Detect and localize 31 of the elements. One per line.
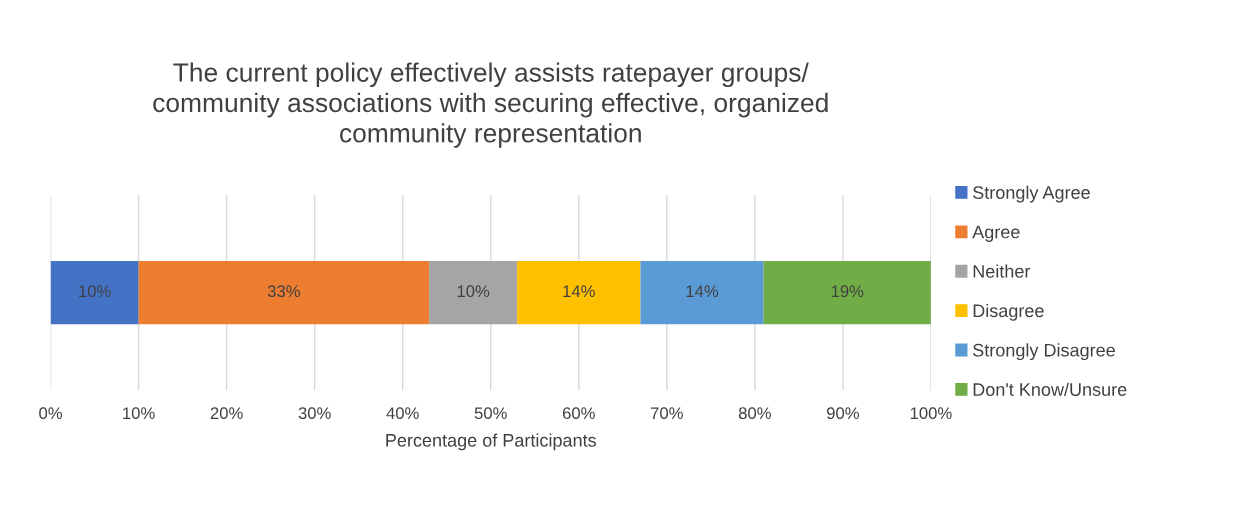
x-tick-label: 80% — [738, 407, 771, 420]
x-tick-label: 70% — [650, 407, 683, 420]
x-axis-title: Percentage of Participants — [386, 433, 596, 451]
legend-label: Disagree — [973, 303, 1044, 321]
x-tick-label: 90% — [826, 407, 859, 420]
bar — [517, 260, 641, 325]
data-label: 10% — [79, 285, 111, 298]
x-tick-label: 100% — [910, 407, 952, 420]
data-label: 14% — [686, 285, 719, 298]
bar — [763, 260, 931, 325]
x-tick-label: 20% — [210, 407, 243, 420]
x-tick-label: 0% — [39, 407, 62, 420]
chart-title: The current policy effectively assists ratepayer groups/ community associations with securing effective, organized community representation — [153, 62, 828, 148]
bar — [429, 260, 518, 325]
legend-label: Don't Know/Unsure — [973, 382, 1127, 396]
bar — [50, 260, 139, 325]
data-label: 10% — [457, 285, 490, 298]
x-tick-label: 30% — [298, 407, 331, 420]
data-label: 14% — [563, 285, 595, 298]
legend-label: Strongly Disagree — [973, 343, 1115, 361]
x-tick-label: 10% — [123, 407, 155, 420]
data-label: 19% — [831, 285, 864, 298]
x-tick-label: 60% — [562, 407, 595, 420]
legend-label: Agree — [972, 225, 1020, 242]
bar — [138, 260, 430, 325]
x-tick-label: 40% — [386, 407, 419, 420]
bar — [640, 260, 764, 325]
legend-label: Strongly Agree — [973, 185, 1090, 203]
legend-label: Neither — [973, 264, 1031, 278]
x-tick-label: 50% — [474, 407, 507, 420]
data-label: 33% — [267, 285, 300, 298]
